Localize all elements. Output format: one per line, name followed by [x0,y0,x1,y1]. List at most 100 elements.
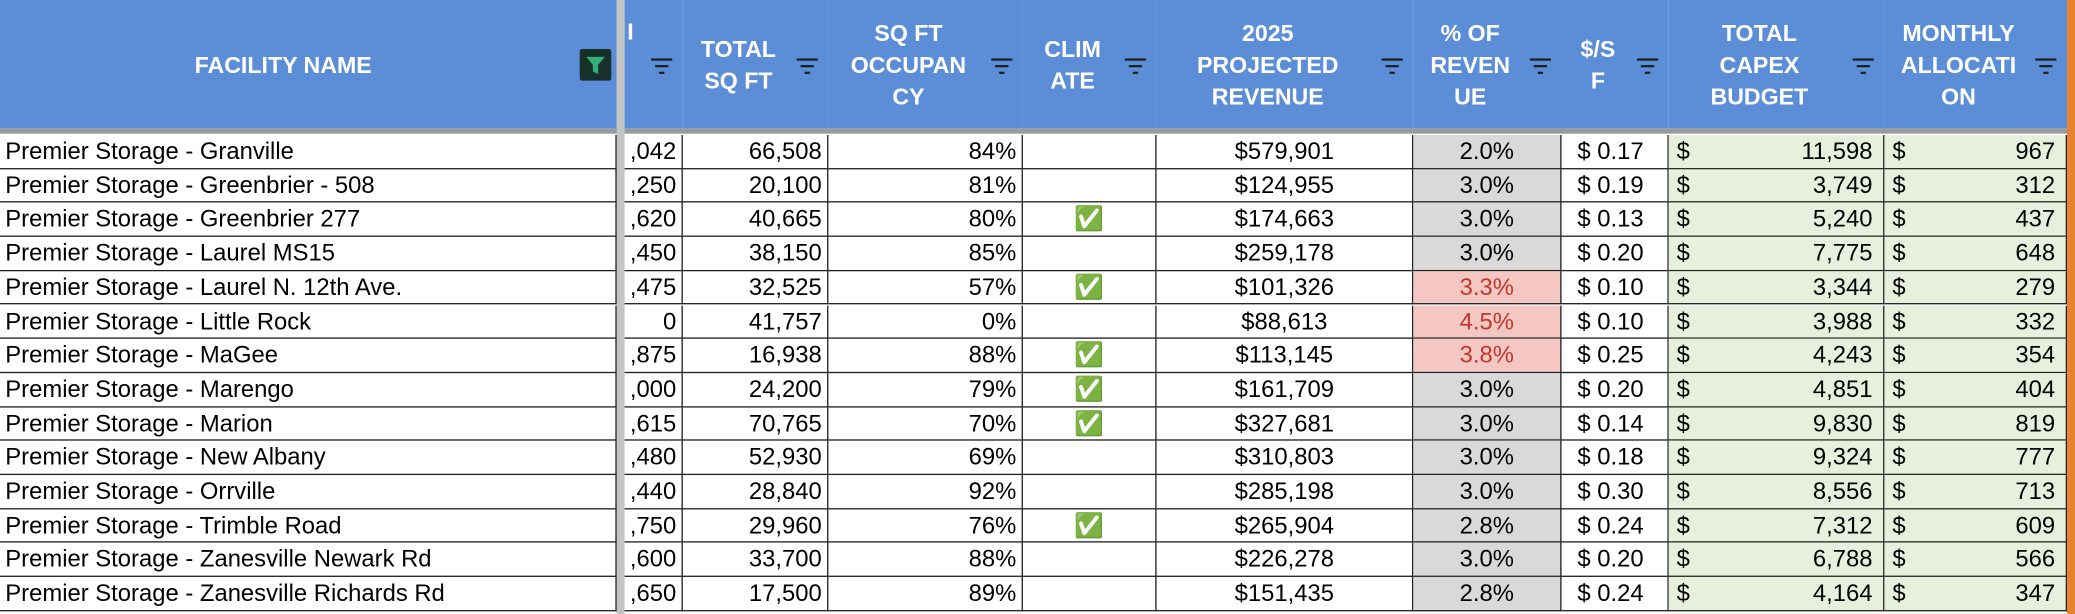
data-cell [1022,543,1157,578]
data-cell: ,000 [624,373,683,408]
data-cell: $161,709 [1156,373,1414,408]
data-cell: ,600 [624,543,683,578]
data-cell: 3.8% [1413,339,1562,373]
data-cell: $7,312 [1668,509,1885,544]
data-cell [1022,577,1157,612]
data-cell: $9,324 [1668,441,1885,476]
data-cell: $ 0.20 [1561,236,1669,271]
data-cell: 52,930 [682,441,829,476]
data-cell: 3.0% [1413,236,1562,271]
data-cell: 76% [828,509,1023,544]
data-cell: 16,938 [682,339,829,373]
data-cell: $354 [1884,339,2068,373]
data-cell: 92% [828,475,1023,510]
data-cell: $88,613 [1156,305,1414,340]
data-cell: $ 0.20 [1561,543,1669,578]
data-cell: 28,840 [682,475,829,510]
amount: 9,324 [1812,443,1873,471]
facility-name-cell: Premier Storage - MaGee [0,339,617,373]
facility-name-cell: Premier Storage - Marengo [0,373,617,408]
currency-symbol: $ [1676,341,1690,369]
data-cell: 3.0% [1413,202,1562,237]
data-cell: $4,243 [1668,339,1885,373]
currency-symbol: $ [1892,171,1906,199]
data-cell: $332 [1884,305,2068,340]
filter-button[interactable] [1122,56,1148,77]
amount: 713 [2015,477,2056,505]
data-cell: 2.0% [1413,134,1562,169]
currency-symbol: $ [1892,307,1906,335]
data-cell: $3,749 [1668,168,1885,203]
amount: 6,788 [1812,545,1873,573]
data-cell: $4,851 [1668,373,1885,408]
data-cell: ,475 [624,271,683,305]
data-cell: 4.5% [1413,305,1562,340]
currency-symbol: $ [1676,511,1690,539]
data-cell: $437 [1884,202,2068,237]
column-header: SQ FT OCCUPAN CY [828,0,1023,129]
data-cell: 88% [828,339,1023,373]
data-cell: $11,598 [1668,134,1885,169]
amount: 3,988 [1812,307,1873,335]
filter-button[interactable] [1379,56,1405,77]
data-cell: $3,344 [1668,271,1885,305]
filter-button[interactable] [1634,56,1660,77]
column-header: FACILITY NAME [0,0,617,129]
filter-button[interactable] [794,56,820,77]
data-cell: $566 [1884,543,2068,578]
data-cell [1022,236,1157,271]
header-separator [0,128,2075,134]
data-cell: ✅ [1022,202,1157,237]
data-cell: 3.0% [1413,168,1562,203]
amount: 7,312 [1812,511,1873,539]
data-cell: 70,765 [682,407,829,442]
filter-button[interactable] [579,48,612,81]
data-cell: $5,240 [1668,202,1885,237]
amount: 3,344 [1812,273,1873,301]
data-cell: $ 0.25 [1561,339,1669,373]
data-cell: $113,145 [1156,339,1414,373]
data-cell: 69% [828,441,1023,476]
data-cell: 3.0% [1413,543,1562,578]
facility-name-cell: Premier Storage - Granville [0,134,617,169]
data-cell: $7,775 [1668,236,1885,271]
data-cell: 88% [828,543,1023,578]
amount: 648 [2015,239,2056,267]
filter-button[interactable] [989,56,1015,77]
data-cell: 79% [828,373,1023,408]
data-cell: $124,955 [1156,168,1414,203]
facility-name-cell: Premier Storage - Zanesville Newark Rd [0,543,617,578]
data-cell: $279 [1884,271,2068,305]
currency-symbol: $ [1892,375,1906,403]
data-cell: $226,278 [1156,543,1414,578]
currency-symbol: $ [1892,511,1906,539]
amount: 3,749 [1812,171,1873,199]
currency-symbol: $ [1676,171,1690,199]
data-cell: $609 [1884,509,2068,544]
facility-name-cell: Premier Storage - Orrville [0,475,617,510]
data-cell: $967 [1884,134,2068,169]
data-cell: $285,198 [1156,475,1414,510]
data-cell [1022,305,1157,340]
data-cell: 40,665 [682,202,829,237]
frozen-divider [616,0,625,614]
data-cell: 85% [828,236,1023,271]
data-cell: 3.0% [1413,373,1562,408]
data-cell: $6,788 [1668,543,1885,578]
filter-button[interactable] [2033,56,2059,77]
filter-button[interactable] [648,56,674,77]
amount: 9,830 [1812,409,1873,437]
data-cell: ,480 [624,441,683,476]
filter-button[interactable] [1527,56,1553,77]
currency-symbol: $ [1676,375,1690,403]
data-cell: ,750 [624,509,683,544]
facility-name-cell: Premier Storage - Laurel N. 12th Ave. [0,271,617,305]
data-cell: ✅ [1022,339,1157,373]
data-cell: ,250 [624,168,683,203]
data-cell: $ 0.14 [1561,407,1669,442]
column-header: 2025 PROJECTED REVENUE [1156,0,1414,129]
filter-button[interactable] [1850,56,1876,77]
selection-edge [2067,0,2075,614]
data-cell: $648 [1884,236,2068,271]
data-cell: 0% [828,305,1023,340]
